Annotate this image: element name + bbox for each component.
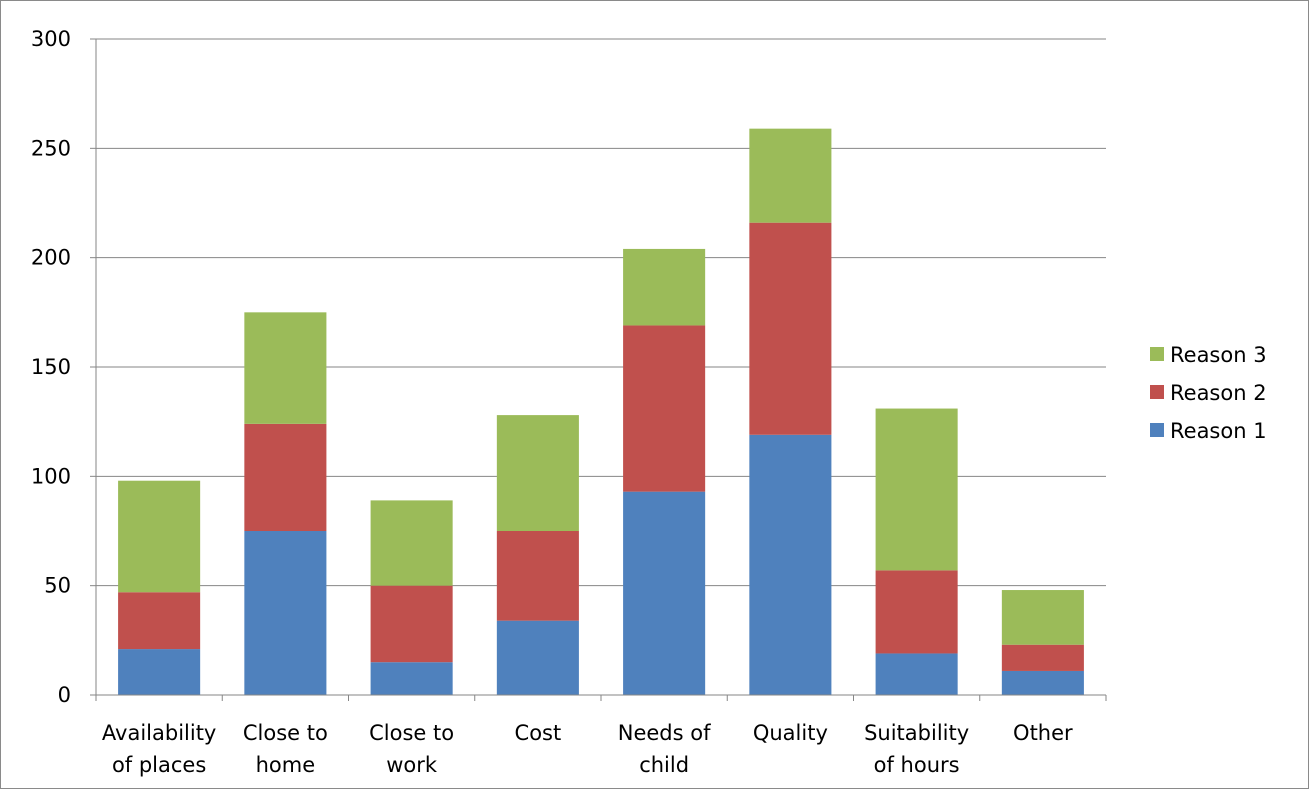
legend-label: Reason 1	[1170, 419, 1267, 443]
x-tick-label: Availability of places	[102, 721, 216, 777]
bar-segment-reason-2	[118, 592, 201, 650]
bar-segment-reason-3	[749, 128, 832, 223]
x-tick-label: Other	[1013, 721, 1073, 745]
bar-segment-reason-3	[370, 500, 453, 586]
x-tick-label-line: Close to	[369, 721, 454, 745]
bar-segment-reason-2	[496, 531, 579, 621]
bar-segment-reason-2	[1001, 644, 1084, 671]
bar-series	[118, 128, 1084, 695]
x-tick-label-line: Availability	[102, 721, 216, 745]
bar-segment-reason-1	[370, 662, 453, 695]
legend-label: Reason 2	[1170, 381, 1267, 405]
y-tick-label: 200	[31, 246, 71, 270]
bar-segment-reason-1	[623, 491, 706, 695]
bar-segment-reason-1	[875, 653, 958, 695]
x-tick-label: Quality	[753, 721, 828, 745]
bar-segment-reason-1	[749, 434, 832, 695]
bar-segment-reason-1	[244, 531, 327, 695]
bar-segment-reason-3	[1001, 590, 1084, 645]
x-tick-label: Suitability of hours	[864, 721, 969, 777]
bar-segment-reason-3	[244, 312, 327, 424]
bar-segment-reason-2	[749, 222, 832, 435]
y-tick-label: 150	[31, 355, 71, 379]
x-tick-label-line: Suitability	[864, 721, 969, 745]
legend-swatch	[1150, 423, 1164, 437]
bar-segment-reason-3	[118, 480, 201, 593]
y-tick-label: 250	[31, 136, 71, 160]
x-tick-label-line: of hours	[874, 753, 960, 777]
x-tick-label-line: child	[639, 753, 689, 777]
bar-segment-reason-1	[1001, 670, 1084, 695]
legend-swatch	[1150, 385, 1164, 399]
y-axis-tick-labels: 0 50 100 150 200 250 300	[31, 27, 71, 707]
x-tick-label: Close to home	[243, 721, 328, 777]
bar-segment-reason-2	[875, 570, 958, 654]
x-tick-label-line: work	[386, 753, 438, 777]
x-tick-label-line: home	[256, 753, 316, 777]
axes	[90, 38, 1107, 701]
x-tick-label: Needs of child	[618, 721, 711, 777]
legend-swatch	[1150, 347, 1164, 361]
bar-segment-reason-2	[623, 325, 706, 492]
x-tick-label-line: Close to	[243, 721, 328, 745]
x-tick-label-line: of places	[112, 753, 206, 777]
x-tick-label: Close to work	[369, 721, 454, 777]
y-tick-label: 50	[44, 574, 71, 598]
bar-segment-reason-3	[875, 408, 958, 571]
x-tick-label-line: Cost	[515, 721, 562, 745]
bar-segment-reason-3	[496, 415, 579, 531]
legend-label: Reason 3	[1170, 343, 1267, 367]
bar-segment-reason-3	[623, 248, 706, 326]
x-tick-label-line: Quality	[753, 721, 828, 745]
bar-segment-reason-1	[496, 620, 579, 695]
x-tick-label-line: Other	[1013, 721, 1073, 745]
y-tick-label: 0	[58, 683, 71, 707]
y-tick-label: 300	[31, 27, 71, 51]
x-tick-label-line: Needs of	[618, 721, 711, 745]
bar-segment-reason-1	[118, 649, 201, 695]
legend: Reason 3 Reason 2 Reason 1	[1150, 343, 1267, 443]
bar-segment-reason-2	[370, 585, 453, 663]
x-tick-label: Cost	[515, 721, 562, 745]
y-tick-label: 100	[31, 464, 71, 488]
bar-segment-reason-2	[244, 423, 327, 531]
